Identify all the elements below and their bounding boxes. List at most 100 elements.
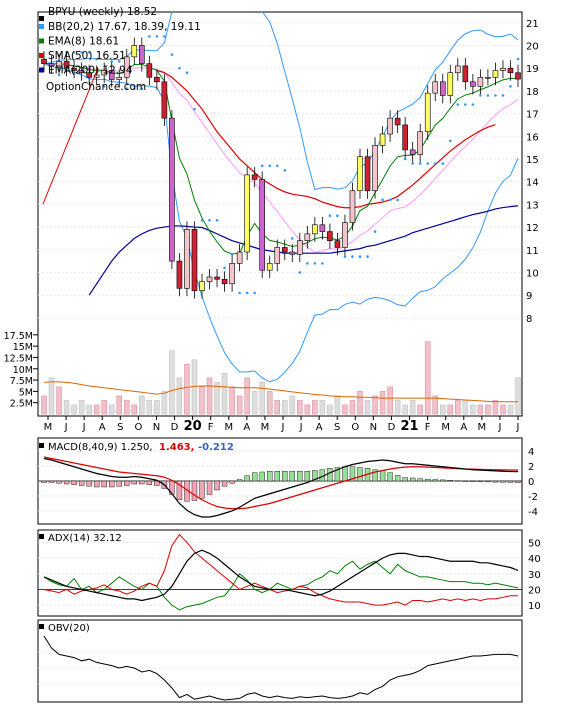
sar-dot [110, 60, 114, 63]
volume-bar [176, 377, 183, 415]
legend-label: BB(20,2) 17.67, 18.39, 19.11 [48, 21, 201, 33]
sar-dot [65, 51, 68, 54]
volume-bar [357, 391, 363, 415]
volume-bar [146, 400, 153, 415]
volume-bar [259, 382, 265, 415]
macd-histogram-bar [109, 480, 115, 488]
candle-body [462, 65, 469, 83]
candle-body [334, 240, 341, 248]
macd-histogram-bar [462, 480, 469, 482]
macd-histogram-bar [440, 479, 446, 482]
macd-histogram-bar [63, 480, 70, 485]
macd-histogram-bar [334, 467, 341, 482]
sar-dot [245, 291, 249, 295]
candle-body [364, 156, 371, 192]
candle-body [169, 117, 175, 262]
sar-dot [328, 214, 332, 218]
x-axis-labels: M J J A S O N D 20 F M A M J J A S O N D 21 F M A M J J [44, 416, 519, 434]
bollinger-upper-line [43, 10, 519, 191]
sar-dot [373, 230, 377, 233]
adx-y-tick-label: 10 [528, 601, 541, 612]
candle-body [139, 45, 145, 64]
candle-body [319, 224, 326, 232]
macd-histogram-bar [48, 480, 55, 483]
candle-body [259, 179, 265, 271]
candle-body [251, 174, 258, 180]
macd-histogram-bar [342, 466, 348, 482]
candle-body [48, 63, 55, 67]
candle-body [327, 231, 333, 241]
legend-swatch [39, 53, 44, 58]
price-gridlines [38, 22, 522, 319]
macd-histogram-bar [327, 468, 333, 482]
sar-dot [95, 57, 98, 61]
sar-dot [193, 107, 196, 111]
volume-bar [93, 404, 100, 415]
macd-legend-label: MACD(8,40,9) 1.250, [48, 442, 153, 453]
candle-body [191, 229, 198, 291]
candle-body [432, 81, 439, 94]
volume-bar [440, 404, 446, 415]
macd-histogram-bar [176, 480, 183, 500]
volume-bar [161, 391, 168, 415]
candle-body [470, 81, 476, 87]
sar-dot [486, 94, 490, 97]
macd-legend-marker [39, 443, 44, 448]
sar-dot [448, 139, 452, 143]
candle-body [424, 92, 431, 133]
candle-body [500, 67, 506, 71]
volume-bar [131, 404, 138, 415]
volume-bar [101, 400, 107, 415]
volume-bar [394, 400, 401, 415]
macd-histogram-bar [56, 480, 62, 484]
x-axis-label: A [316, 422, 323, 433]
volume-bar [274, 400, 280, 415]
macd-histogram-bar [289, 471, 295, 482]
candle-body [312, 224, 318, 235]
candle-body [387, 117, 393, 135]
volume-bar [402, 404, 408, 415]
sar-dot [298, 271, 302, 274]
candle-body [281, 247, 288, 253]
volume-bars [41, 341, 521, 415]
volume-bar [108, 404, 115, 415]
volume-bar [364, 400, 371, 415]
adx-y-tick-label: 20 [528, 585, 541, 596]
sar-dot [260, 164, 264, 168]
legend-label: SMA(50) 16.51 [48, 50, 126, 62]
x-axis-label: A [99, 422, 106, 433]
volume-bar [154, 400, 160, 415]
sar-dot [80, 51, 83, 54]
x-axis-label: M [261, 422, 270, 433]
price-y-tick-label: 15 [526, 155, 539, 166]
macd-panel: 4 2 0 -2 -4 MACD(8,40,9) 1.250, 1.463, -0.21… [37, 437, 538, 525]
macd-histogram-bar [221, 480, 228, 487]
macd-histogram-bar [154, 480, 160, 486]
x-axis-label: F [425, 422, 431, 433]
price-y-tick-label: 20 [526, 42, 539, 53]
macd-signal-line [43, 456, 519, 510]
volume-bar [199, 386, 205, 415]
sar-dot [418, 162, 422, 165]
bollinger-middle-line [43, 63, 519, 253]
macd-histogram-bar [312, 470, 318, 482]
x-axis-label: D [388, 422, 396, 433]
sar-dot [494, 94, 497, 97]
volume-bar [184, 363, 190, 415]
sar-dot [283, 169, 287, 172]
candle-body [342, 222, 348, 248]
candle-body [214, 276, 220, 280]
price-y-tick-label: 10 [526, 268, 539, 279]
macd-y-tick-label: -4 [528, 507, 538, 518]
x-axis-label: M [44, 422, 53, 433]
x-axis-label: J [82, 422, 86, 433]
candle-body [221, 278, 228, 285]
candle-body [394, 117, 401, 126]
candle-body [123, 56, 130, 78]
x-axis-label: J [299, 422, 303, 433]
obv-legend-marker [39, 624, 44, 629]
legend-label: EMA(200) 12.94 [48, 65, 133, 77]
sar-dot [72, 51, 76, 54]
volume-bar [63, 400, 70, 415]
